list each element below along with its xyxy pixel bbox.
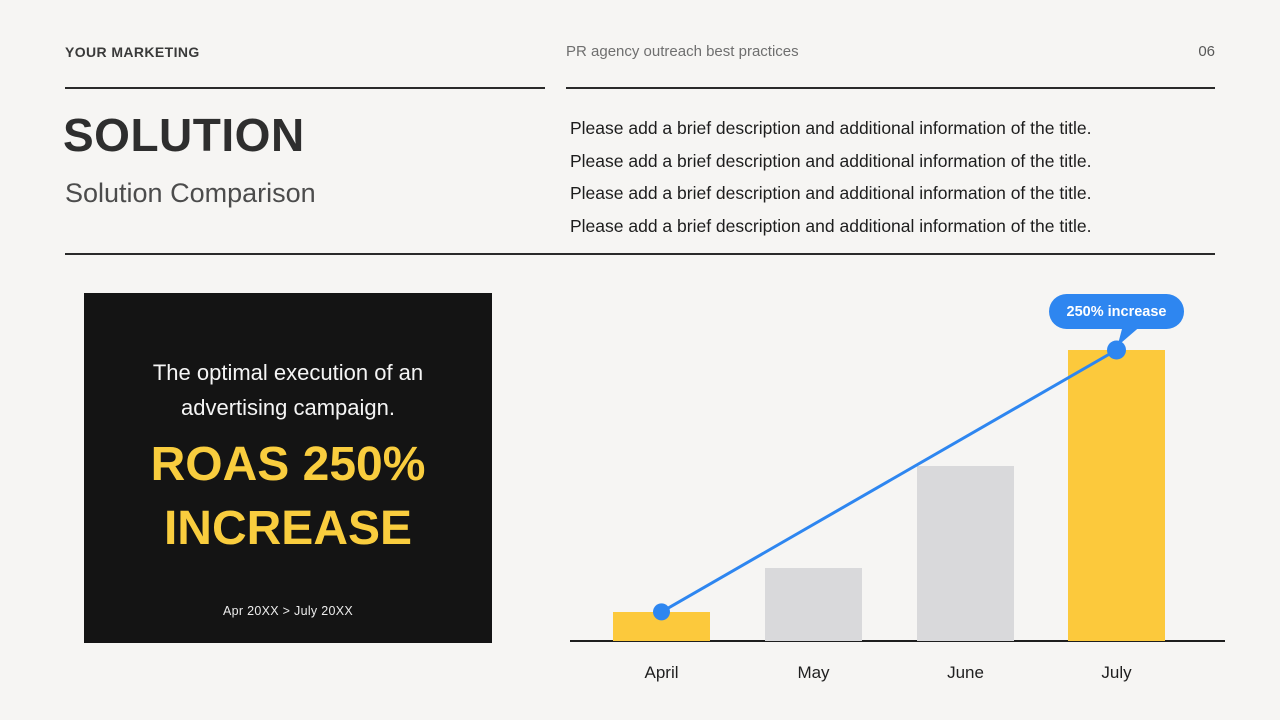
chart-annotation-bubble: 250% increase xyxy=(1048,294,1185,329)
chart-bar-may xyxy=(765,568,862,641)
page-subtitle: Solution Comparison xyxy=(65,178,316,208)
description-line: Please add a brief description and addit… xyxy=(570,215,1092,236)
card-headline: ROAS 250% INCREASE xyxy=(84,433,492,561)
description-line: Please add a brief description and addit… xyxy=(570,150,1092,171)
chart-bar-july xyxy=(1068,350,1165,641)
page-title: SOLUTION xyxy=(63,109,305,161)
card-headline-line2: INCREASE xyxy=(163,502,413,555)
page-number: 06 xyxy=(1198,43,1215,60)
chart-bar-april xyxy=(613,611,710,641)
description-line: Please add a brief description and addit… xyxy=(570,118,1092,138)
chart-bar-june xyxy=(917,466,1014,641)
chart-label-june: June xyxy=(947,663,984,682)
header-title: PR agency outreach best practices xyxy=(566,43,799,60)
highlight-card: The optimal execution of an advertising … xyxy=(84,293,492,643)
chart-label-april: April xyxy=(644,663,679,682)
section-divider xyxy=(65,253,1215,255)
description-line: Please add a brief description and addit… xyxy=(570,183,1092,203)
card-intro-text: The optimal execution of an advertising … xyxy=(152,360,424,420)
header-rule-left xyxy=(65,87,545,89)
card-date-range: Apr 20XX > July 20XX xyxy=(222,604,354,618)
header-rule-right xyxy=(566,87,1215,89)
brand-label: YOUR MARKETING xyxy=(65,44,200,60)
description-block: Please add a brief description and addit… xyxy=(570,112,1091,242)
chart-x-axis xyxy=(570,640,1225,642)
trend-line xyxy=(660,348,1118,614)
chart-label-july: July xyxy=(1101,663,1132,682)
card-headline-line1: ROAS 250% xyxy=(150,438,426,491)
chart-label-may: May xyxy=(797,663,830,682)
